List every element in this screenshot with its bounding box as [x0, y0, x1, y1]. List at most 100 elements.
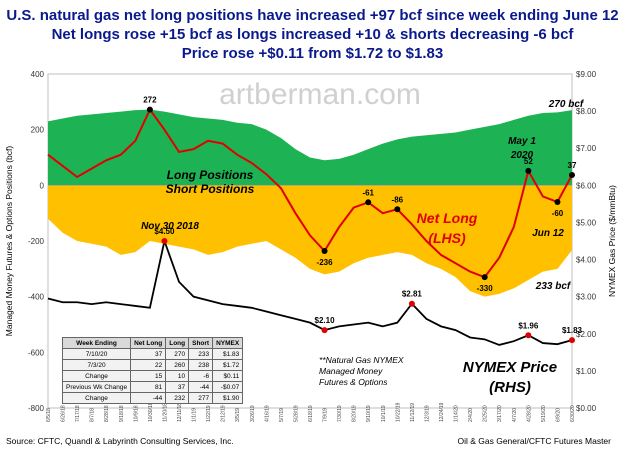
x-tick-label: 12/3/19	[424, 405, 430, 422]
right-tick-label: $9.00	[576, 70, 597, 79]
note-line: **Natural Gas NYMEX	[319, 355, 404, 365]
nymex-price-label: (RHS)	[489, 379, 531, 396]
right-tick-label: $7.00	[576, 144, 597, 153]
right-tick-label: $0.00	[576, 404, 597, 413]
event-label: May 1	[508, 136, 536, 147]
data-point-marker	[394, 206, 401, 213]
x-tick-label: 1/14/20	[454, 405, 460, 422]
data-point-marker	[569, 337, 575, 344]
data-point-marker	[321, 327, 328, 334]
x-tick-label: 6/26/18	[61, 405, 67, 422]
data-point-marker	[365, 199, 372, 206]
data-point-label: -60	[552, 209, 564, 218]
right-axis-label: NYMEX Gas Price ($/mmBtu)	[607, 185, 617, 297]
table-cell: 37	[165, 381, 190, 393]
x-tick-label: 2/12/19	[221, 405, 227, 422]
x-tick-label: 12/24/19	[439, 402, 445, 422]
x-tick-label: 5/7/19	[279, 408, 285, 422]
nymex-price-label: NYMEX Price	[463, 359, 557, 376]
title-line-3: Price rose +$0.11 from $1.72 to $1.83	[181, 45, 444, 62]
table-cell: -6	[188, 370, 214, 382]
x-tick-label: 7/9/19	[323, 408, 329, 422]
data-point-label: $2.81	[402, 290, 423, 299]
x-tick-label: 9/10/19	[366, 405, 372, 422]
x-tick-label: 9/18/18	[119, 405, 125, 422]
data-point-marker	[525, 332, 532, 339]
x-tick-label: 8/7/18	[90, 408, 96, 422]
table-cell: 260	[165, 359, 190, 371]
end-short-label: 233 bcf	[535, 281, 572, 292]
table-cell: -44	[188, 381, 214, 393]
table-cell: -$0.07	[212, 381, 244, 393]
table-cell: 277	[188, 392, 214, 404]
left-tick-label: -200	[28, 237, 45, 246]
table-header: Long	[165, 337, 190, 349]
data-point-label: $1.83	[562, 326, 583, 335]
data-point-label: -330	[477, 284, 494, 293]
x-tick-label: 10/22/19	[395, 402, 401, 422]
right-tick-label: $2.00	[576, 330, 597, 339]
x-tick-label: 12/11/18	[177, 403, 183, 422]
event-label: Jun 12	[532, 228, 564, 239]
left-tick-label: -800	[28, 404, 45, 413]
event-label: Nov 30 2018	[141, 221, 199, 232]
x-tick-label: 2/25/20	[483, 405, 489, 422]
table-row: 7/3/20 22 260 238 $1.72	[61, 359, 244, 371]
table-cell: 10	[165, 370, 190, 382]
table-header: Week Ending	[61, 337, 132, 349]
x-tick-label: 4/28/20	[526, 405, 532, 422]
table-cell: 7/10/20	[61, 348, 132, 360]
x-tick-label: 6/18/19	[308, 405, 314, 422]
table-cell: $1.83	[212, 348, 244, 360]
data-point-label: 272	[143, 96, 157, 105]
net-long-label: (LHS)	[428, 230, 466, 246]
x-tick-label: 1/22/19	[206, 405, 212, 422]
left-tick-label: -400	[28, 293, 45, 302]
table-cell: 7/3/20	[61, 359, 132, 371]
x-tick-label: 6/9/20	[555, 408, 561, 422]
data-point-label: $2.10	[315, 316, 336, 325]
right-tick-label: $5.00	[576, 218, 597, 227]
x-tick-label: 8/28/18	[104, 405, 110, 422]
data-point-marker	[481, 274, 488, 281]
table-cell: 238	[188, 359, 214, 371]
data-point-marker	[161, 238, 168, 244]
table-header: NYMEX	[212, 337, 244, 349]
table-header: Short	[188, 337, 214, 349]
x-tick-label: 4/16/19	[264, 405, 270, 422]
left-tick-label: 200	[31, 126, 45, 135]
table-header: Net Long	[130, 337, 167, 349]
right-tick-label: $8.00	[576, 107, 597, 116]
x-tick-label: 11/20/18	[162, 403, 168, 422]
x-tick-label: 6/30/20	[570, 405, 576, 422]
long-positions-label: Long Positions	[167, 168, 254, 182]
data-point-marker	[321, 248, 328, 255]
data-point-label: -61	[362, 188, 374, 197]
data-point-label: $4.50	[154, 227, 175, 236]
right-tick-label: $1.00	[576, 367, 597, 376]
x-tick-label: 3/5/19	[235, 408, 241, 422]
table-cell: -44	[130, 392, 167, 404]
note-line: Futures & Options	[319, 377, 388, 387]
table-cell: $1.90	[212, 392, 244, 404]
long-positions-area	[48, 109, 572, 186]
table-header-row: Week Ending Net Long Long Short NYMEX	[61, 337, 244, 349]
short-positions-label: Short Positions	[166, 182, 255, 196]
x-tick-label: 1/1/19	[192, 408, 198, 422]
title-line-1: U.S. natural gas net long positions have…	[6, 7, 619, 24]
table-cell: 37	[130, 348, 167, 360]
nymex-price-line	[47, 237, 573, 346]
table-row: Change -44 232 277 $1.90	[61, 392, 244, 404]
data-point-label: 37	[568, 161, 577, 170]
title-line-2: Net longs rose +15 bcf as longs increase…	[51, 26, 574, 43]
end-long-label: 270 bcf	[548, 99, 585, 110]
left-axis-label: Managed Money Futures & Options Position…	[4, 146, 14, 337]
right-tick-label: $6.00	[576, 181, 597, 190]
table-row: 7/10/20 37 270 233 $1.83	[61, 348, 244, 360]
data-point-label: -86	[392, 195, 404, 204]
table-cell: 232	[165, 392, 190, 404]
x-tick-label: 6/5/18	[46, 408, 52, 422]
x-tick-label: 8/20/19	[352, 405, 358, 422]
x-tick-label: 2/4/20	[468, 408, 474, 422]
x-tick-label: 7/30/19	[337, 405, 343, 422]
